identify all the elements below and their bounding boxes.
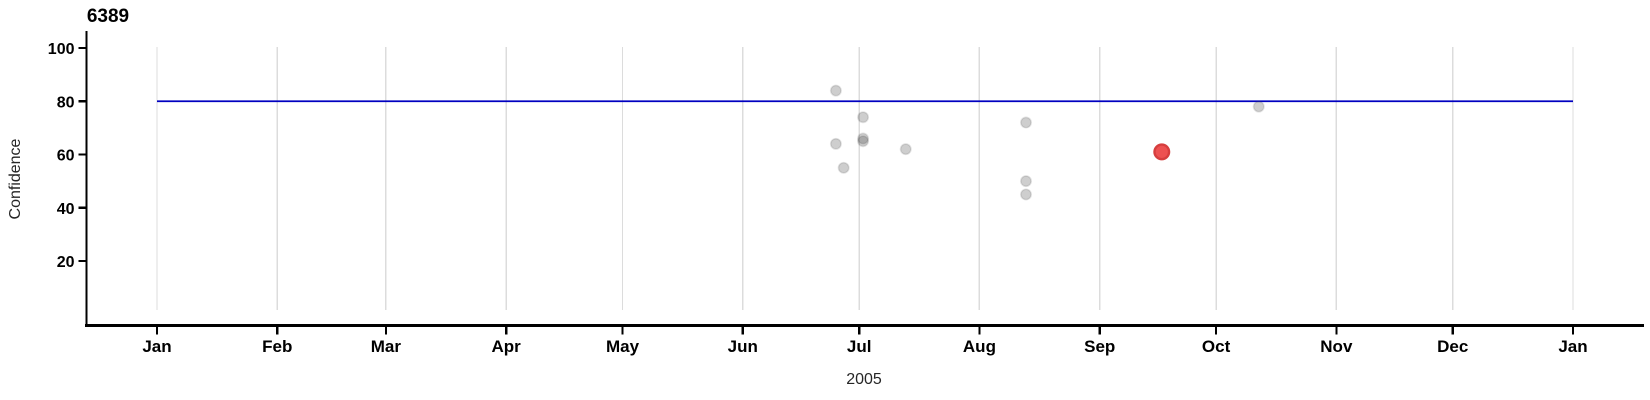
x-tick-label: Jun xyxy=(728,337,758,356)
data-point xyxy=(837,161,850,174)
data-point xyxy=(899,143,912,156)
x-tick-label: Dec xyxy=(1437,337,1468,356)
data-point xyxy=(829,84,842,97)
data-point xyxy=(1019,188,1032,201)
data-point xyxy=(857,135,870,148)
x-tick-label: Jan xyxy=(142,337,171,356)
highlighted-data-point xyxy=(1153,143,1171,161)
data-point xyxy=(829,137,842,150)
y-tick-label: 20 xyxy=(57,254,75,271)
x-tick-label: Aug xyxy=(963,337,996,356)
y-tick-label: 60 xyxy=(57,148,75,165)
data-point xyxy=(1252,100,1265,113)
x-tick-label: Mar xyxy=(371,337,402,356)
y-tick-label: 40 xyxy=(57,201,75,218)
chart-title: 6389 xyxy=(86,6,130,27)
x-tick-label: Feb xyxy=(262,337,292,356)
data-point xyxy=(1019,116,1032,129)
x-tick-label: Jan xyxy=(1558,337,1587,356)
x-tick-label: Jul xyxy=(847,337,872,356)
x-tick-label: Apr xyxy=(492,337,522,356)
data-point xyxy=(857,111,870,124)
x-tick-label: Sep xyxy=(1084,337,1115,356)
data-point xyxy=(1019,175,1032,188)
x-tick-label: May xyxy=(606,337,640,356)
x-axis-title: 2005 xyxy=(846,371,882,388)
x-tick-label: Oct xyxy=(1202,337,1231,356)
y-tick-label: 80 xyxy=(57,94,75,111)
x-tick-label: Nov xyxy=(1320,337,1353,356)
y-tick-label: 100 xyxy=(48,41,75,58)
data-point xyxy=(857,132,870,145)
